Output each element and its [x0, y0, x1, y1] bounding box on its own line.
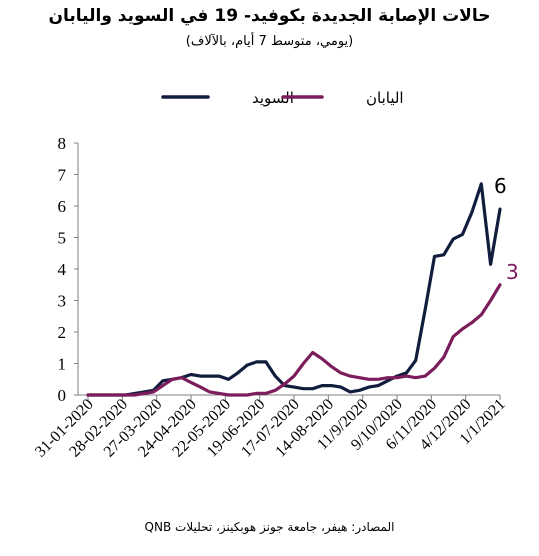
y-tick-label: 7	[58, 166, 67, 185]
chart-source: المصادر: هيفر، جامعة جونز هوبكينز، تحليل…	[144, 520, 395, 534]
series-end-label-0: 6	[494, 174, 507, 198]
y-tick-label: 0	[58, 386, 67, 405]
series-line-1	[86, 283, 502, 397]
chart-title: حالات الإصابة الجديدة بكوفيد- 19 في السو…	[48, 6, 491, 26]
y-tick-label: 4	[58, 260, 67, 279]
legend-label-0: السويد	[252, 89, 294, 107]
y-tick-label: 3	[58, 292, 67, 311]
y-tick-label: 2	[58, 323, 67, 342]
series-end-label-1: 3	[506, 260, 519, 284]
chart-subtitle: (يومي، متوسط 7 أيام، بالآلاف)	[185, 34, 354, 49]
legend-label-1: اليابان	[366, 89, 404, 107]
y-tick-label: 1	[58, 355, 67, 374]
series-line-0	[86, 182, 502, 397]
y-tick-label: 8	[58, 134, 67, 153]
y-tick-label: 6	[58, 197, 67, 216]
y-tick-label: 5	[58, 229, 67, 248]
